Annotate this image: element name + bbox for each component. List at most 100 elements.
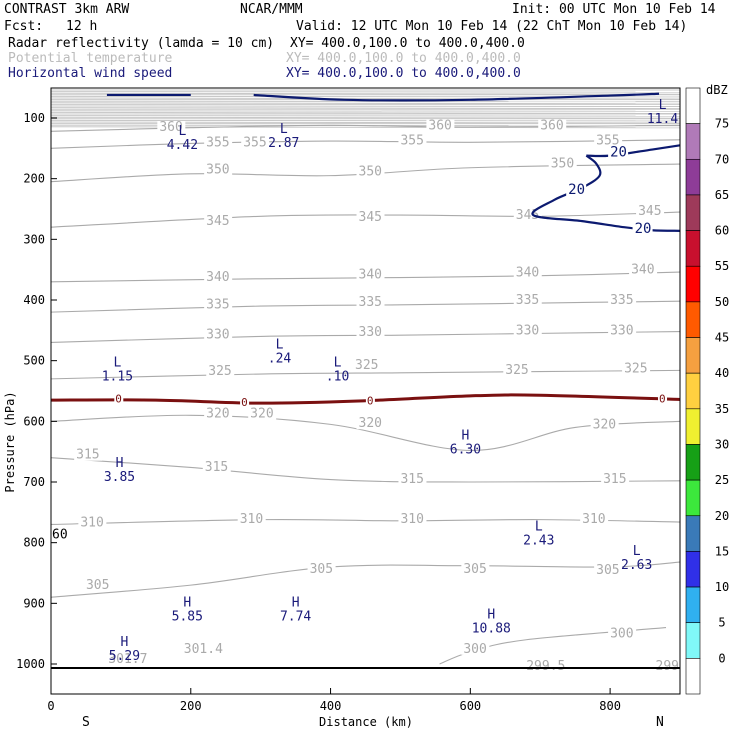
theta-label-bg: [356, 165, 385, 178]
colorbar-level-label: 75: [715, 117, 729, 131]
theta-label-310: 310: [80, 516, 103, 531]
colorbar-level-label: 15: [715, 544, 729, 558]
theta-label-305: 305: [86, 578, 109, 593]
theta-label-bg: [608, 294, 637, 307]
zero-contour-label: 0: [115, 392, 122, 405]
field-reflectivity-name: Radar reflectivity (lamda = 10 cm): [8, 36, 274, 51]
theta-contour-325: [50, 369, 681, 380]
edge-contour-label: 60: [52, 528, 68, 543]
extremum-value: 2.63: [621, 558, 652, 573]
theta-label-bg: [601, 473, 630, 485]
theta-label-bg: [461, 562, 490, 575]
theta-label-310: 310: [582, 512, 605, 527]
theta-label-325: 325: [208, 364, 231, 379]
extremum-marker-H: H: [292, 595, 300, 610]
zero-contour-label: 0: [659, 392, 666, 405]
extremum-value: 5.85: [172, 609, 203, 624]
theta-label-bg: [204, 163, 233, 176]
colorbar-level-label: 25: [715, 473, 729, 487]
colorbar-level-label: 40: [715, 366, 729, 380]
theta-label-bg: [106, 653, 151, 666]
x-tick-label: 800: [599, 699, 621, 713]
endpoint-south: S: [82, 715, 90, 730]
theta-label-bg: [356, 268, 385, 281]
extremum-marker-H: H: [183, 595, 191, 610]
theta-label-bg: [426, 119, 455, 132]
theta-label-325: 325: [624, 362, 647, 377]
wind-contour-20-1: [253, 92, 660, 102]
extremum-value: 2.87: [268, 136, 299, 151]
theta-label-bg: [157, 121, 186, 134]
theta-label-299.5: 299.5: [526, 659, 565, 674]
theta-label-bg: [398, 513, 427, 526]
y-axis-ticks: 100 200 300 400 500 600 700 800 900 1000: [16, 111, 57, 671]
y-axis-label: Pressure (hPa): [3, 391, 17, 492]
theta-label-300: 300: [610, 627, 633, 642]
y-tick-label: 100: [23, 111, 45, 125]
colorbar-swatch: [685, 230, 701, 267]
theta-label-360: 360: [428, 118, 451, 133]
theta-contour-labels: 300 300 301.4 299.5 299 301.7 305 305 305 305 310 3…: [74, 118, 682, 674]
extremum-marker-L: L: [280, 122, 288, 137]
colorbar-swatch: [685, 586, 701, 624]
theta-label-bg: [356, 210, 385, 223]
theta-label-315: 315: [76, 448, 99, 463]
theta-label-bg: [356, 295, 385, 308]
theta-label-bg: [237, 513, 266, 526]
reflectivity-zero-contour: 0 0 0 0: [50, 392, 681, 409]
plot-area: 300 300 301.4 299.5 299 301.7 305 305 305 305 310 3…: [50, 87, 682, 695]
extremum-value: 4.42: [167, 138, 198, 153]
colorbar-level-label: 35: [715, 402, 729, 416]
colorbar-swatch: [685, 123, 701, 160]
theta-label-315: 315: [205, 460, 228, 475]
theta-label-bg: [204, 328, 233, 341]
x-tick-label: 600: [459, 699, 481, 713]
theta-label-305: 305: [310, 562, 333, 577]
theta-label-bg: [356, 326, 385, 339]
wind-label-bg: [608, 145, 629, 159]
x-axis-label: Distance (km): [319, 715, 413, 729]
upper-level-contour-band: [50, 89, 681, 129]
theta-label-355: 355: [596, 133, 619, 148]
extremum-value: 1.15: [102, 370, 133, 385]
y-tick-label: 500: [23, 354, 45, 368]
upper-band-line: [50, 121, 681, 124]
theta-label-bg: [204, 136, 233, 149]
theta-label-bg: [513, 324, 542, 337]
theta-label-345: 345: [638, 204, 661, 219]
colorbar-swatch: [685, 551, 701, 588]
zero-label-bg: [658, 393, 668, 404]
zero-label-bg: [114, 393, 124, 404]
colorbar-swatch: [685, 658, 701, 695]
extremum-value: 6.30: [450, 443, 481, 458]
upper-band-line: [50, 92, 681, 95]
theta-label-bg: [608, 324, 637, 337]
theta-contour-355: [50, 139, 681, 149]
zero-contour-label: 0: [367, 395, 374, 408]
theta-label-305: 305: [463, 562, 486, 577]
extremum-marker-L: L: [633, 544, 641, 559]
zero-label-bg: [240, 396, 250, 407]
upper-band-line: [50, 107, 681, 110]
x-axis-ticks: 0 200 400 600 800: [47, 688, 621, 713]
upper-band-line: [50, 105, 681, 107]
theta-label-bg: [503, 363, 532, 376]
extremum-marker-L: L: [178, 124, 186, 139]
theta-label-bg: [181, 642, 226, 655]
colorbar-level-label: 60: [715, 224, 729, 238]
theta-label-310: 310: [240, 512, 263, 527]
theta-contour-330: [50, 330, 681, 344]
extremum-marker-L: L: [334, 356, 342, 371]
y-tick-label: 800: [23, 536, 45, 550]
y-tick-label: 300: [23, 232, 45, 246]
extremum-marker-H: H: [120, 635, 128, 650]
extremum-value: 3.85: [104, 470, 135, 485]
extremum-value: 7.74: [280, 609, 311, 624]
field-wind-xy: XY= 400.0,100.0 to 400.0,400.0: [286, 66, 521, 81]
theta-label-bg: [83, 579, 112, 592]
plot-frame: [50, 87, 681, 695]
extremum-marker-H: H: [462, 429, 470, 444]
y-tick-label: 600: [23, 414, 45, 428]
x-tick-label: 200: [180, 699, 202, 713]
